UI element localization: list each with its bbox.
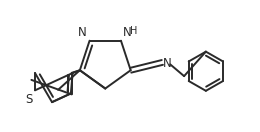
Text: S: S	[26, 93, 33, 106]
Text: N: N	[163, 57, 172, 70]
Text: N: N	[123, 26, 132, 39]
Text: N: N	[78, 26, 86, 39]
Text: H: H	[130, 26, 137, 36]
